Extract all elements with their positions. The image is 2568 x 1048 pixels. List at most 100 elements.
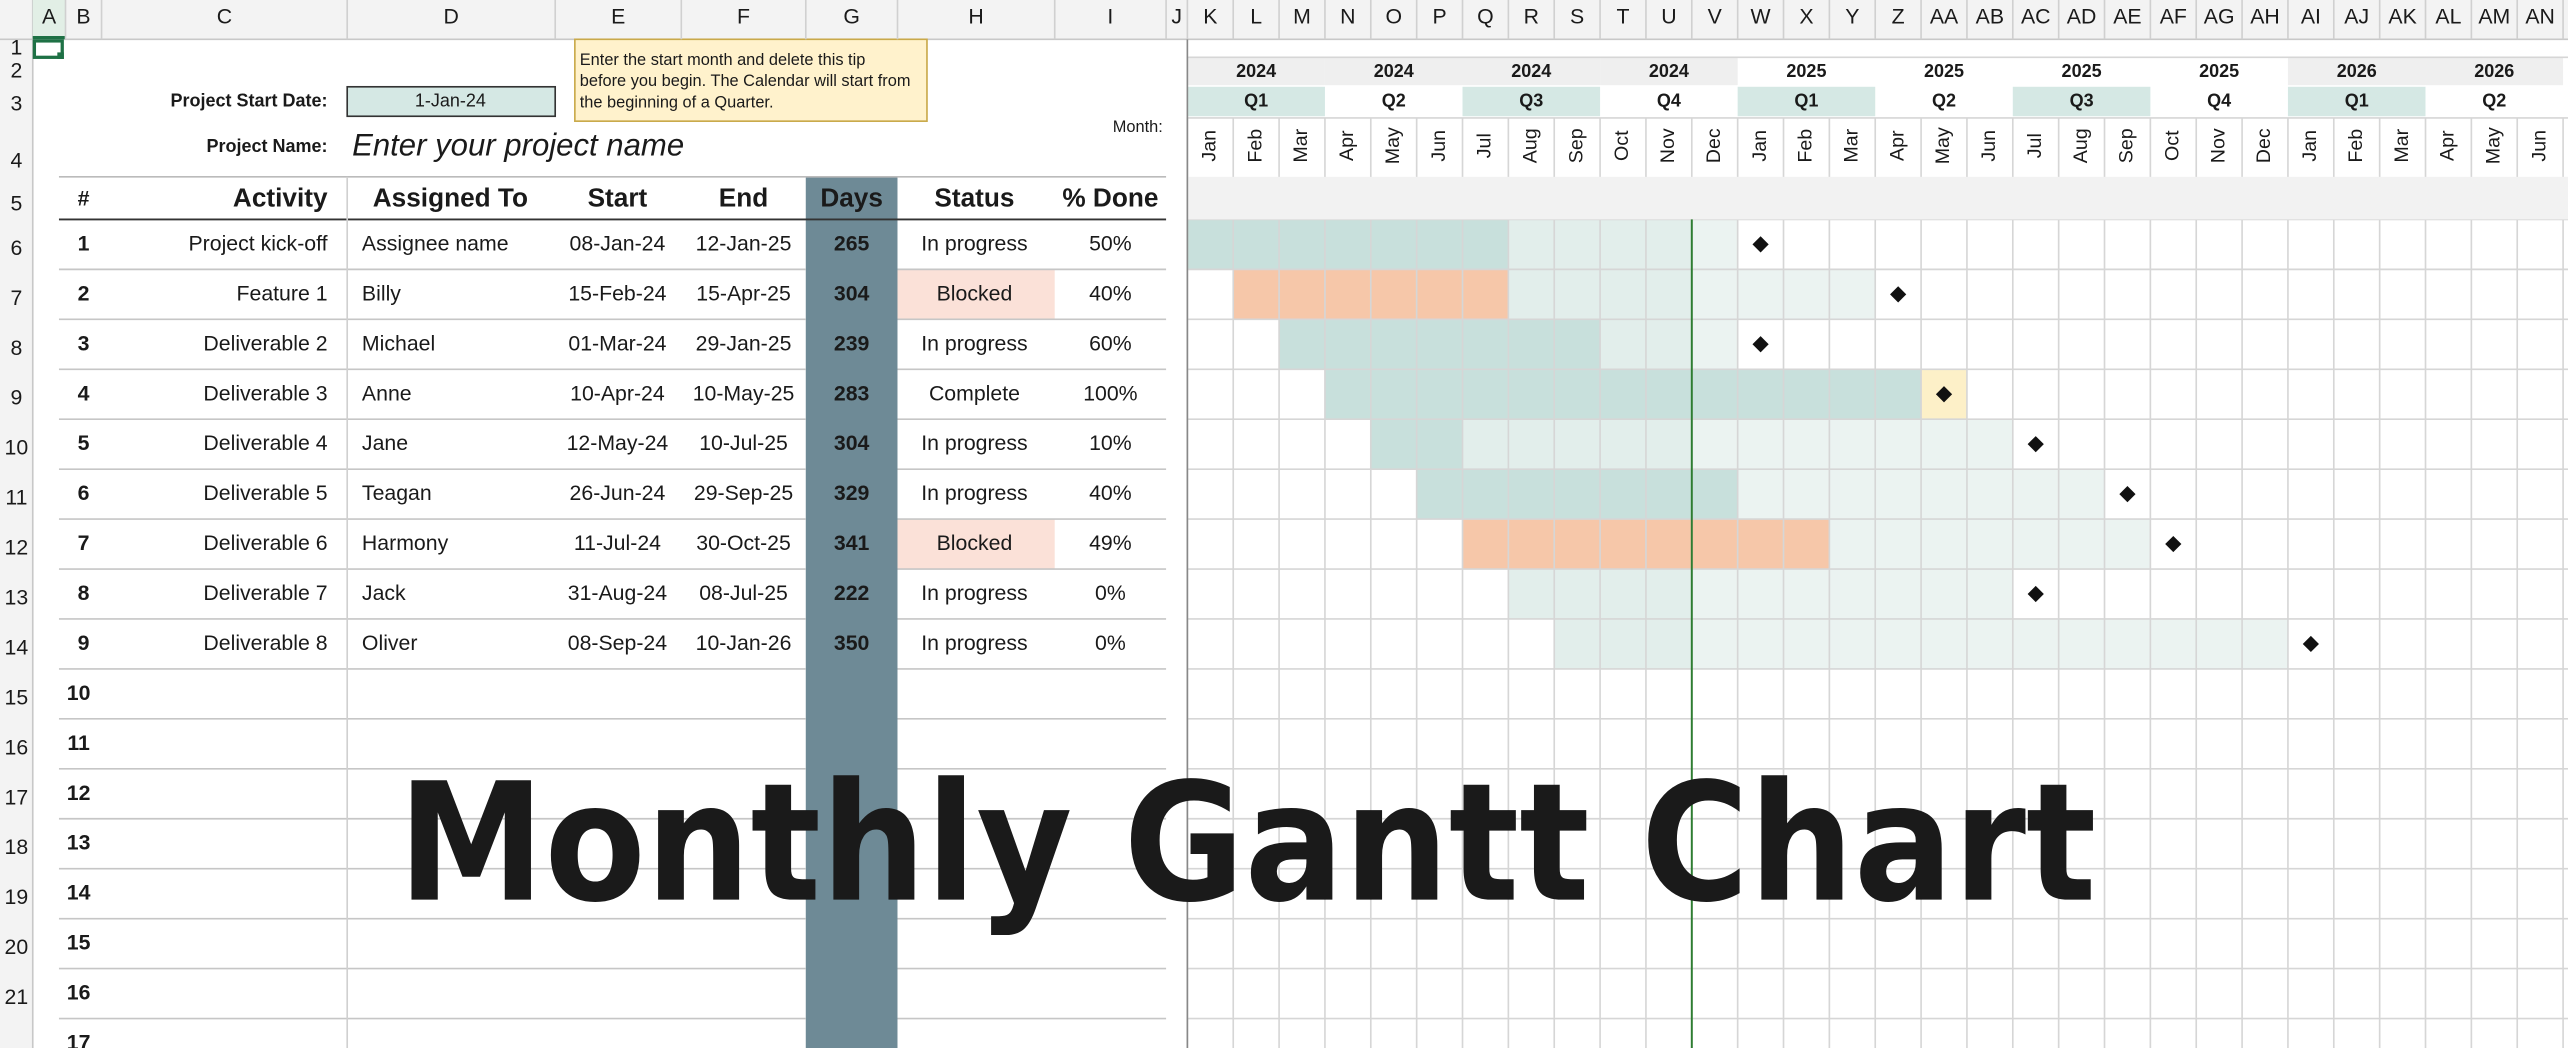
- year-label: 2026: [2337, 61, 2377, 81]
- gantt-cell: [1737, 369, 1784, 420]
- year-band: [1324, 57, 1463, 86]
- gantt-cell: [1324, 219, 1371, 270]
- cell-end: 12-Jan-25: [696, 231, 792, 255]
- gantt-cell: [1737, 419, 1784, 470]
- gantt-cell: [1921, 469, 1967, 520]
- gantt-cell: [1370, 219, 1417, 270]
- column-letter: Q: [1477, 5, 1494, 29]
- start-label: Project Start Date:: [170, 90, 327, 110]
- month-label: Apr: [1336, 130, 1358, 161]
- gantt-cell: [1462, 469, 1509, 520]
- tip-line: Enter the start month and delete this ti…: [580, 51, 866, 69]
- gantt-cell: [1737, 519, 1784, 570]
- gantt-cell: [1508, 469, 1555, 520]
- column-letter: B: [76, 5, 90, 29]
- milestone: [2027, 436, 2044, 453]
- cell-end: 30-Oct-25: [696, 531, 791, 555]
- column-letter: U: [1661, 5, 1676, 29]
- column-letter: AE: [2113, 5, 2141, 29]
- gantt-cell: [1462, 519, 1509, 570]
- month-label: Aug: [1519, 128, 1541, 163]
- gantt-cell: [1875, 569, 1922, 619]
- table-header: Start: [588, 183, 648, 213]
- cell-end: 10-Jan-26: [696, 631, 792, 655]
- cell-assigned: Teagan: [362, 481, 432, 505]
- gantt-cell: [2104, 519, 2151, 570]
- table-header: Activity: [233, 183, 328, 213]
- fill-handle: [57, 52, 64, 59]
- gantt-cell: [1966, 569, 2013, 619]
- active-cell: [32, 39, 64, 59]
- month-label: Mar: [2391, 128, 2413, 162]
- month-label: Nov: [2207, 128, 2229, 163]
- gantt-cell: [1600, 469, 1646, 520]
- gantt-cell: [2012, 519, 2059, 570]
- gantt-cell: [1370, 369, 1417, 420]
- column-letter: K: [1203, 5, 1217, 29]
- gantt-cell: [1829, 269, 1876, 320]
- gantt-cell: [1554, 219, 1601, 270]
- gantt-cell: [1554, 419, 1601, 470]
- row-number: 12: [5, 536, 29, 560]
- row-number: 7: [10, 286, 22, 310]
- gantt-cell: [1645, 419, 1692, 470]
- gantt-cell: [2196, 618, 2243, 669]
- column-letter: H: [968, 5, 983, 29]
- month-label: Dec: [2253, 128, 2275, 163]
- gantt-cell: [1462, 319, 1509, 370]
- gantt-cell: [1966, 519, 2013, 570]
- gantt-cell: [1783, 519, 1830, 570]
- row-number: 10: [5, 436, 29, 460]
- gantt-cell: [1600, 269, 1646, 320]
- cell-end: 08-Jul-25: [699, 581, 788, 605]
- gantt-cell: [1416, 319, 1463, 370]
- cell-days: 304: [834, 281, 870, 305]
- gantt-cell: [1600, 519, 1646, 570]
- column-letter: AB: [1976, 5, 2004, 29]
- quarter-label: Q3: [1519, 90, 1543, 110]
- gantt-cell: [1966, 419, 2013, 470]
- gantt-cell: [1645, 319, 1692, 370]
- row-number: 17: [5, 785, 29, 809]
- gantt-cell: [1600, 219, 1646, 270]
- gantt-cell: [1875, 369, 1922, 420]
- column-letter: F: [737, 5, 750, 29]
- column-letter: X: [1799, 5, 1813, 29]
- gantt-cell: [1508, 519, 1555, 570]
- cell-end: 29-Jan-25: [696, 331, 792, 355]
- table-header: Days: [820, 183, 883, 213]
- gantt-cell: [1783, 419, 1830, 470]
- cell-num: 7: [78, 531, 90, 555]
- cell-activity: Feature 1: [237, 281, 328, 305]
- row-number: 14: [5, 635, 29, 659]
- cell-days: 329: [834, 481, 870, 505]
- column-letter: C: [217, 5, 232, 29]
- row-number: 18: [5, 835, 29, 859]
- gantt-cell: [1370, 269, 1417, 320]
- column-letter: AC: [2021, 5, 2051, 29]
- cell-assigned: Jane: [362, 431, 408, 455]
- quarter-label: Q4: [1657, 90, 1681, 110]
- gantt-cell: [1829, 569, 1876, 619]
- column-letter: O: [1385, 5, 1402, 29]
- blank-row-number: 13: [67, 831, 91, 855]
- cell-start: 12-May-24: [567, 431, 669, 455]
- year-label: 2024: [1236, 61, 1276, 81]
- gantt-cell: [1600, 618, 1646, 669]
- month-label: Dec: [1703, 128, 1725, 163]
- cell-status: In progress: [921, 581, 1027, 605]
- column-letter: AF: [2160, 5, 2187, 29]
- month-label: May: [1932, 127, 1954, 164]
- cell-activity: Deliverable 5: [203, 481, 327, 505]
- cell-assigned: Jack: [362, 581, 406, 605]
- cell-status: Blocked: [937, 281, 1013, 305]
- gantt-cell: [1187, 219, 1234, 270]
- days-column: [805, 176, 898, 1048]
- row-number: 2: [10, 59, 22, 83]
- cell-activity: Deliverable 6: [203, 531, 327, 555]
- quarter-band: [1462, 86, 1601, 117]
- gantt-cell: [2242, 618, 2288, 669]
- gantt-cell: [2012, 618, 2059, 669]
